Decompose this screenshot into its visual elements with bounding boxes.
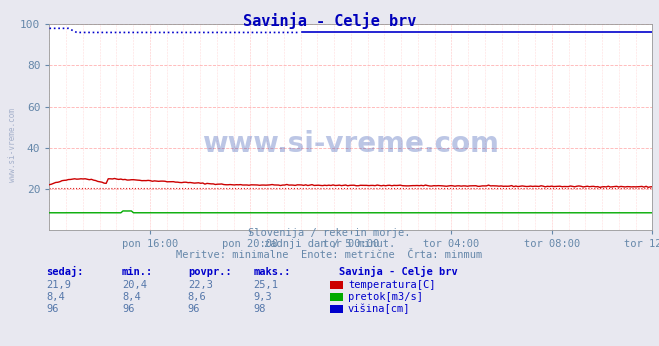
Text: 22,3: 22,3 [188, 280, 213, 290]
Text: 25,1: 25,1 [254, 280, 279, 290]
Text: 96: 96 [46, 304, 59, 314]
Text: Meritve: minimalne  Enote: metrične  Črta: minmum: Meritve: minimalne Enote: metrične Črta:… [177, 250, 482, 260]
Text: min.:: min.: [122, 267, 153, 277]
Text: 8,6: 8,6 [188, 292, 206, 302]
Text: Savinja - Celje brv: Savinja - Celje brv [339, 266, 458, 277]
Text: www.si-vreme.com: www.si-vreme.com [8, 108, 17, 182]
Text: sedaj:: sedaj: [46, 266, 84, 277]
Text: 20,4: 20,4 [122, 280, 147, 290]
Text: pretok[m3/s]: pretok[m3/s] [348, 292, 423, 302]
Text: 21,9: 21,9 [46, 280, 71, 290]
Text: Savinja - Celje brv: Savinja - Celje brv [243, 12, 416, 29]
Text: 8,4: 8,4 [122, 292, 140, 302]
Text: 96: 96 [122, 304, 134, 314]
Text: 8,4: 8,4 [46, 292, 65, 302]
Text: zadnji dan / 5 minut.: zadnji dan / 5 minut. [264, 239, 395, 249]
Text: maks.:: maks.: [254, 267, 291, 277]
Text: temperatura[C]: temperatura[C] [348, 280, 436, 290]
Text: 96: 96 [188, 304, 200, 314]
Text: 9,3: 9,3 [254, 292, 272, 302]
Text: Slovenija / reke in morje.: Slovenija / reke in morje. [248, 228, 411, 238]
Text: višina[cm]: višina[cm] [348, 304, 411, 314]
Text: 98: 98 [254, 304, 266, 314]
Text: povpr.:: povpr.: [188, 267, 231, 277]
Text: www.si-vreme.com: www.si-vreme.com [202, 130, 500, 158]
